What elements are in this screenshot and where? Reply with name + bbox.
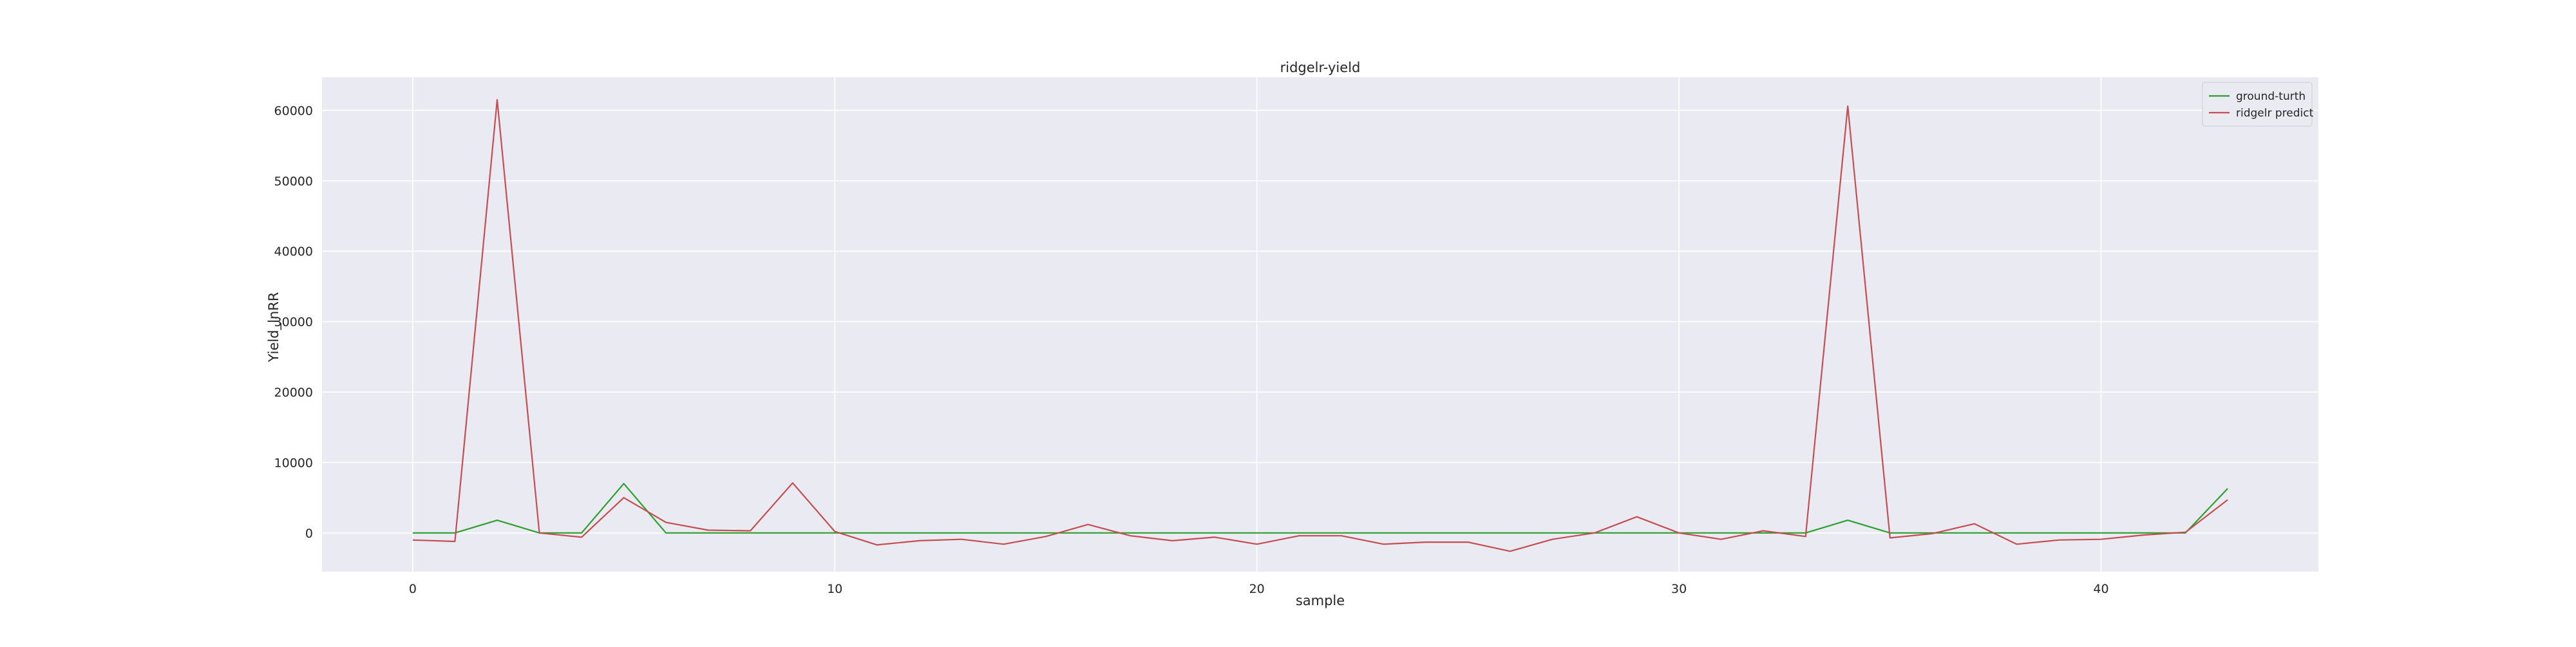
x-tick-label: 40 bbox=[2093, 582, 2108, 596]
x-tick-label: 20 bbox=[1249, 582, 1265, 596]
legend-label-ridgelr-predict: ridgelr predict bbox=[2236, 107, 2314, 120]
series-line-ground-turth bbox=[412, 483, 2228, 534]
tick-layer: 0 10 20 30 40 0 10000 20000 30000 40000 50000 60000 bbox=[274, 104, 2109, 596]
x-tick-label: 0 bbox=[409, 582, 417, 596]
y-tick-label: 10000 bbox=[274, 456, 313, 470]
chart-title: ridgelr-yield bbox=[1280, 60, 1361, 75]
legend-label-ground-turth: ground-turth bbox=[2236, 90, 2306, 103]
plot-background bbox=[322, 77, 2318, 572]
y-axis-label: Yield_lnRR bbox=[266, 292, 282, 363]
y-tick-label: 50000 bbox=[274, 174, 313, 189]
y-tick-label: 0 bbox=[305, 527, 313, 541]
legend-box bbox=[2202, 82, 2313, 127]
series-layer bbox=[412, 98, 2228, 552]
x-tick-label: 30 bbox=[1671, 582, 1687, 596]
y-tick-label: 40000 bbox=[274, 245, 313, 259]
y-tick-label: 20000 bbox=[274, 386, 313, 400]
legend: ground-turth ridgelr predict bbox=[2202, 82, 2314, 127]
y-tick-label: 30000 bbox=[274, 315, 313, 330]
series-line-ridgelr-predict bbox=[412, 98, 2228, 552]
y-tick-label: 60000 bbox=[274, 104, 313, 118]
x-axis-label: sample bbox=[1296, 593, 1345, 608]
x-tick-label: 10 bbox=[827, 582, 842, 596]
